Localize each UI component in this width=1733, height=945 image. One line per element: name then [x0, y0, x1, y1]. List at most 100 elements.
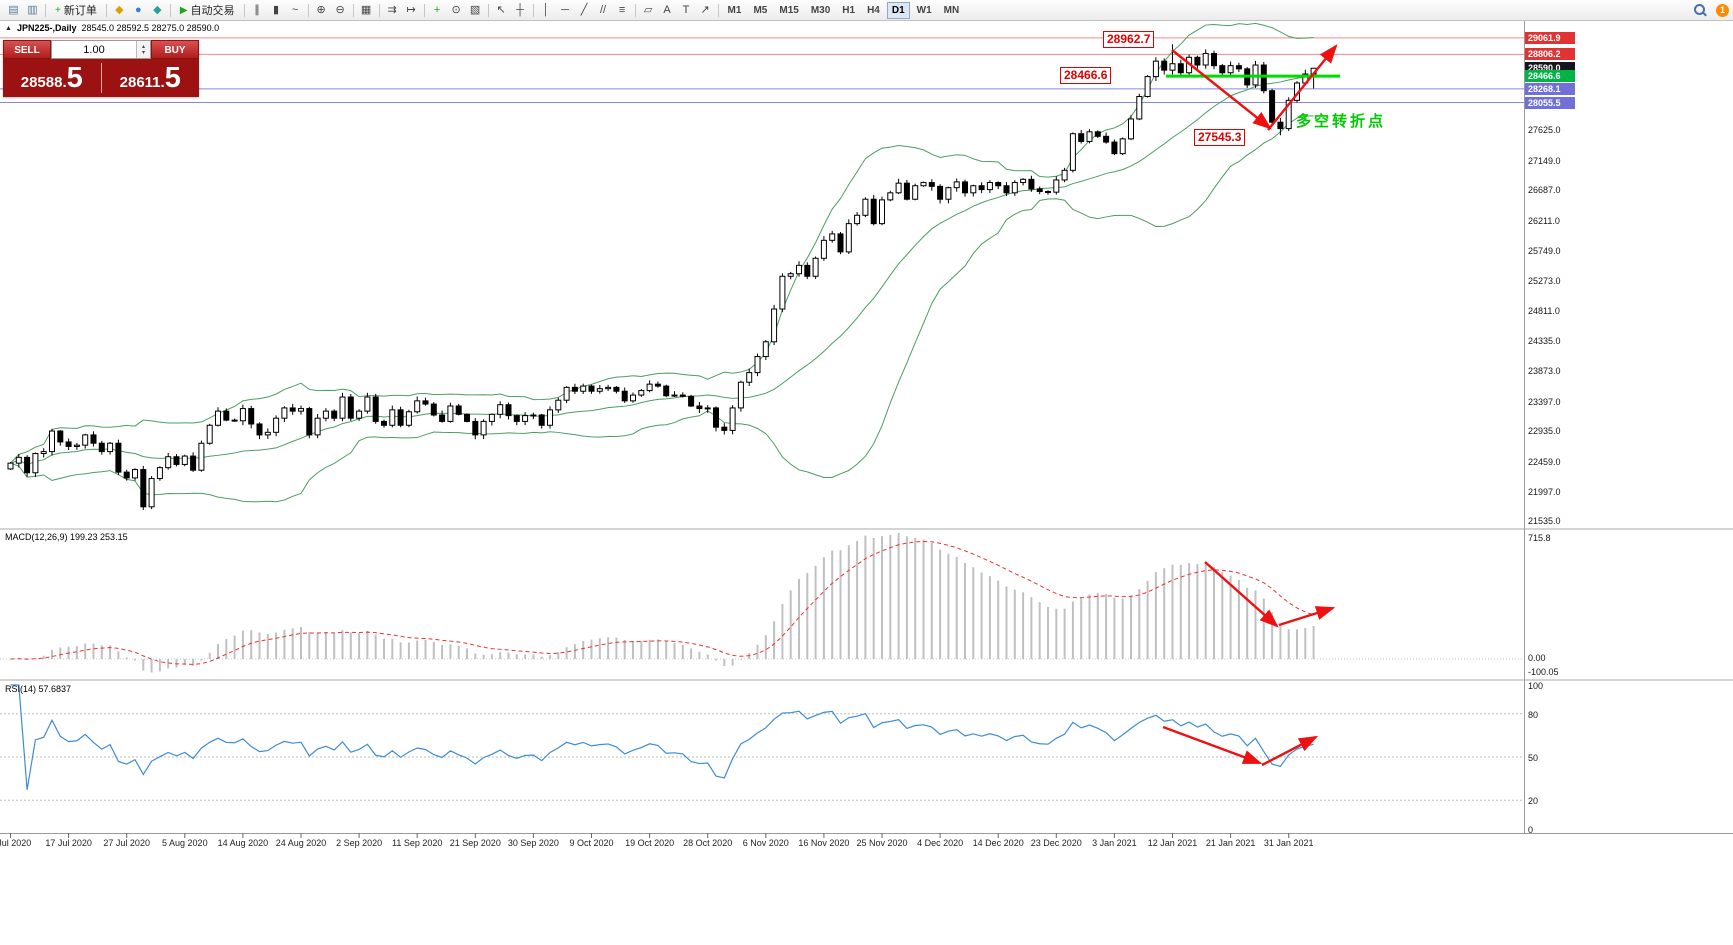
toolbar-separator — [243, 3, 245, 17]
breakout-price-label[interactable]: 28466.6 — [1060, 67, 1112, 84]
chart-shift-icon[interactable]: ↦ — [406, 4, 416, 16]
search-icon[interactable] — [1694, 4, 1706, 16]
volume-field[interactable]: 1.00 ▴ ▾ — [51, 40, 151, 59]
date-label: 14 Aug 2020 — [217, 838, 269, 848]
vertical-line-icon[interactable]: │ — [542, 4, 550, 16]
shapes-icon[interactable]: ▱ — [643, 4, 653, 16]
period-m15[interactable]: M15 — [779, 4, 799, 16]
toolbar-separator — [105, 3, 107, 17]
period-w1[interactable]: W1 — [916, 4, 932, 16]
date-label: 6 Nov 2020 — [742, 838, 789, 848]
market-icon[interactable]: ● — [135, 4, 142, 16]
trade-panel-prices: 28588. 5 28611. 5 — [3, 59, 199, 97]
toolbar-separator — [352, 3, 354, 17]
toolbar-separator — [423, 3, 425, 17]
period-m1[interactable]: M1 — [727, 4, 742, 16]
autoscroll-icon[interactable]: ⇉ — [387, 4, 397, 16]
ohlc-readout: 28545.0 28592.5 28275.0 28590.0 — [81, 23, 220, 33]
date-label: 2 Sep 2020 — [336, 838, 383, 848]
new-order-button-label: 新订单 — [63, 5, 97, 17]
toolbar-separator — [169, 3, 171, 17]
candlestick-chart-icon[interactable]: ▮ — [273, 4, 280, 16]
horizontal-line-objects[interactable] — [0, 37, 1524, 104]
price-tick-label: 22459.0 — [1528, 456, 1561, 467]
label-icon[interactable]: T — [682, 4, 690, 16]
zoom-in-icon[interactable]: ⊕ — [316, 4, 326, 16]
autotrading-button-label: 自动交易 — [190, 5, 235, 17]
price-marker-label: 29061.9 — [1525, 31, 1575, 44]
trend-arrows[interactable] — [1162, 44, 1338, 767]
plus-icon: + — [55, 4, 61, 16]
macd-axis-label: -100.05 — [1528, 667, 1559, 677]
notification-badge[interactable]: 1 — [1716, 3, 1729, 17]
rsi-axis-label: 80 — [1528, 709, 1539, 720]
channel-icon[interactable]: // — [599, 4, 607, 16]
templates-icon[interactable]: ▧ — [469, 4, 481, 16]
buy-price-main: 28611. — [119, 73, 165, 91]
price-marker-label: 28806.2 — [1525, 48, 1575, 61]
low-price-label[interactable]: 27545.3 — [1194, 129, 1246, 146]
date-label: 4 Dec 2020 — [917, 838, 964, 848]
spinner-up-icon[interactable]: ▴ — [141, 43, 145, 50]
spinner-down-icon[interactable]: ▾ — [141, 49, 145, 56]
autotrading-button[interactable]: ▶ 自动交易 — [174, 1, 241, 19]
date-label: 23 Dec 2020 — [1030, 838, 1082, 848]
period-h1[interactable]: H1 — [842, 4, 856, 16]
price-tick-label: 22935.0 — [1528, 426, 1561, 437]
turning-point-text[interactable]: 多空转折点 — [1296, 113, 1387, 130]
period-mn[interactable]: MN — [943, 4, 960, 16]
period-m30[interactable]: M30 — [810, 4, 831, 16]
scripts-icon[interactable]: ◆ — [153, 4, 162, 16]
tile-windows-icon[interactable]: ▦ — [360, 4, 372, 16]
bollinger-bands — [10, 22, 1314, 503]
sell-price[interactable]: 28588. 5 — [3, 63, 101, 93]
toolbar-separator — [45, 3, 46, 17]
periods-icon[interactable]: ⊙ — [451, 4, 461, 16]
date-ticks — [10, 833, 1290, 838]
price-tick-label: 21997.0 — [1528, 486, 1561, 497]
one-click-trading-panel: SELL 1.00 ▴ ▾ BUY 28588. 5 28611. 5 — [3, 40, 199, 97]
buy-button[interactable]: BUY — [151, 40, 199, 59]
macd-indicator — [0, 533, 1524, 673]
price-tick-label: 24335.0 — [1528, 336, 1561, 347]
rsi-label: RSI(14) 57.6837 — [5, 684, 72, 694]
bar-chart-icon[interactable]: ∥ — [254, 4, 260, 16]
chart-title-bar: ▲ JPN225-,Daily 28545.0 28592.5 28275.0 … — [5, 23, 219, 33]
new-order-button[interactable]: + 新订单 — [49, 1, 103, 19]
one-click-toggle-icon[interactable]: ▲ — [5, 24, 12, 32]
profiles-icon[interactable]: ▥ — [27, 4, 38, 16]
text-icon[interactable]: A — [663, 4, 671, 16]
trendline-icon[interactable]: ╱ — [580, 4, 588, 16]
new-chart-icon[interactable]: ▤ — [8, 4, 19, 16]
date-label: 28 Oct 2020 — [683, 838, 733, 848]
volume-value: 1.00 — [83, 43, 105, 56]
peak-price-label[interactable]: 28962.7 — [1103, 31, 1155, 48]
price-marker-label: 28268.1 — [1525, 82, 1575, 95]
crosshair-icon[interactable]: ┼ — [516, 4, 524, 16]
play-icon: ▶ — [179, 4, 188, 16]
toolbar: ▤ ▥ + 新订单 ◆ ● ◆ ▶ 自动交易 ∥ ▮ ~ ⊕ ⊖ ▦ ⇉ ↦ + ⊙ ▧ ↖ ┼ │ ─ ╱//≡ ▱ A T ↗ M1 M… — [0, 0, 1733, 21]
indicators-icon[interactable]: + — [433, 4, 441, 16]
cursor-icon[interactable]: ↖ — [496, 4, 506, 16]
price-marker-label: 28466.6 — [1525, 70, 1575, 83]
period-d1[interactable]: D1 — [886, 1, 910, 19]
zoom-out-icon[interactable]: ⊖ — [335, 4, 345, 16]
sell-button[interactable]: SELL — [3, 40, 51, 59]
period-m5[interactable]: M5 — [753, 4, 768, 16]
period-h4[interactable]: H4 — [867, 4, 880, 16]
expert-advisors-icon[interactable]: ◆ — [115, 4, 124, 16]
fibonacci-icon[interactable]: ≡ — [618, 4, 626, 16]
arrows-tool-icon[interactable]: ↗ — [700, 4, 710, 16]
volume-spinner[interactable]: ▴ ▾ — [136, 41, 150, 58]
line-chart-icon[interactable]: ~ — [291, 4, 299, 16]
date-label: 24 Aug 2020 — [275, 838, 327, 848]
price-tick-label: 27149.0 — [1528, 155, 1561, 166]
date-label: 14 Dec 2020 — [972, 838, 1024, 848]
horizontal-line-icon[interactable]: ─ — [561, 4, 569, 16]
buy-price[interactable]: 28611. 5 — [102, 63, 200, 93]
date-label: 21 Jan 2021 — [1205, 838, 1256, 848]
symbol-title: JPN225-,Daily — [16, 23, 77, 33]
price-tick-label: 21535.0 — [1528, 516, 1561, 527]
